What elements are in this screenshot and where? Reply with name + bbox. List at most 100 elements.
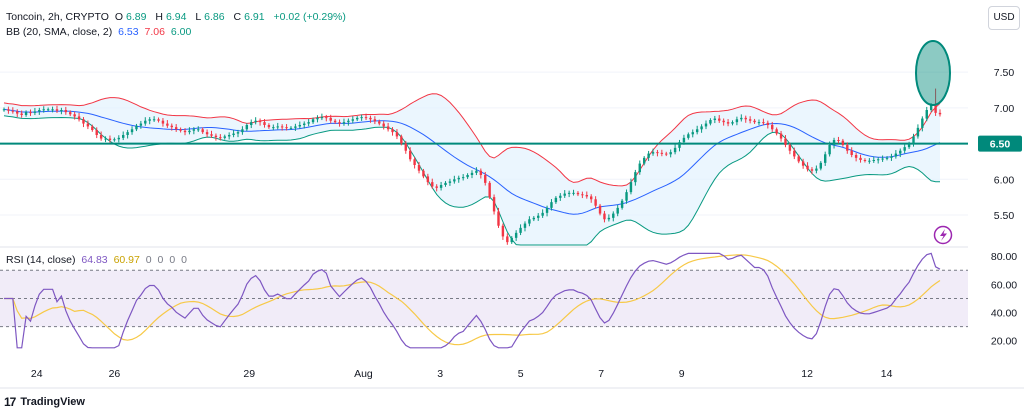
candle-body — [422, 170, 425, 177]
rsi-line — [4, 252, 941, 349]
candle-body — [210, 134, 213, 136]
candle-body — [174, 127, 178, 130]
candle-body — [629, 182, 633, 193]
candle-body — [815, 168, 818, 171]
candle-body — [876, 159, 880, 161]
rsi-extra-0: 0 — [145, 254, 152, 266]
candle-body — [104, 138, 107, 140]
candle-body — [404, 143, 407, 151]
rsi-ma-line — [4, 254, 941, 346]
candle-body — [912, 136, 915, 144]
candle-body — [214, 135, 218, 138]
candle-body — [2, 109, 6, 111]
candle-body — [33, 111, 37, 113]
candle-body — [417, 165, 421, 171]
candle-body — [360, 117, 363, 119]
candle-body — [753, 120, 756, 123]
candle-body — [466, 175, 469, 178]
candle-body — [117, 137, 121, 140]
rsi-tick-label: 80.00 — [991, 251, 1017, 263]
candle-body — [929, 105, 933, 110]
candle-body — [934, 105, 937, 113]
price-tick-label: 7.50 — [994, 67, 1015, 79]
time-tick-label: 7 — [598, 368, 604, 380]
candle-body — [916, 127, 920, 137]
candle-body — [656, 152, 659, 154]
candle-body — [42, 109, 45, 111]
candle-body — [868, 160, 871, 162]
candle-body — [647, 153, 650, 158]
candle-body — [386, 126, 390, 130]
bb-legend[interactable]: BB (20, SMA, close, 2) 6.53 7.06 6.00 — [6, 26, 194, 38]
time-tick-label: 5 — [518, 368, 524, 380]
candle-body — [69, 112, 72, 115]
candle-body — [585, 195, 589, 197]
candle-body — [625, 192, 628, 201]
candle-body — [801, 161, 805, 166]
candle-body — [550, 202, 553, 208]
time-tick-label: 26 — [109, 368, 121, 380]
candle-body — [748, 119, 752, 121]
candle-body — [382, 123, 385, 127]
candle-body — [7, 109, 10, 111]
candle-body — [188, 130, 191, 133]
open-label: O — [114, 11, 124, 23]
rsi-legend[interactable]: RSI (14, close) 64.83 60.97 0 0 0 0 — [6, 254, 190, 266]
candle-body — [779, 133, 783, 139]
candle-body — [576, 192, 580, 195]
candle-body — [258, 120, 262, 123]
candle-body — [563, 193, 566, 196]
rsi-ma-value: 60.97 — [113, 254, 140, 266]
alert-icon[interactable] — [933, 225, 953, 245]
price-tick-label: 6.00 — [994, 174, 1015, 186]
candle-body — [620, 200, 624, 208]
candle-body — [219, 137, 222, 139]
candle-body — [99, 135, 103, 139]
high-value: 6.94 — [165, 11, 187, 23]
currency-button[interactable]: USD — [988, 6, 1020, 30]
candle-body — [841, 140, 845, 145]
candle-body — [660, 152, 664, 154]
support-price-tag: 6.50 — [978, 135, 1022, 152]
candle-body — [236, 132, 240, 134]
candle-body — [673, 147, 677, 153]
candle-body — [130, 129, 134, 133]
candle-body — [572, 192, 575, 194]
symbol-title[interactable]: Toncoin, 2h, CRYPTO — [6, 11, 109, 23]
breakout-highlight-ellipse — [915, 40, 951, 106]
candle-body — [95, 130, 98, 135]
candle-body — [148, 119, 151, 121]
candle-body — [492, 197, 496, 212]
candle-body — [823, 154, 827, 163]
tradingview-logo-icon: 17 — [4, 395, 16, 409]
bb-lower-value: 6.00 — [170, 26, 192, 38]
price-axis[interactable]: 5.50 6.00 7.00 7.50 — [994, 67, 1015, 222]
candle-body — [713, 118, 717, 120]
candle-body — [740, 117, 743, 120]
candle-body — [254, 120, 257, 123]
candlesticks — [2, 88, 942, 245]
time-axis[interactable]: 24 26 29 Aug 3 5 7 9 12 14 — [31, 368, 893, 380]
candle-body — [298, 125, 302, 127]
price-tick-label: 7.00 — [994, 103, 1015, 115]
candle-body — [532, 217, 536, 220]
candle-body — [139, 123, 143, 126]
candle-body — [872, 160, 875, 161]
candle-body — [294, 126, 297, 128]
bb-upper-value: 7.06 — [144, 26, 165, 38]
candle-body — [250, 122, 253, 125]
candle-body — [325, 117, 328, 119]
brand-name: TradingView — [20, 396, 85, 408]
candle-body — [506, 236, 509, 243]
candle-body — [408, 150, 412, 160]
open-value: 6.89 — [126, 11, 147, 23]
candle-body — [263, 122, 266, 125]
candle-body — [355, 117, 359, 120]
candle-body — [859, 157, 862, 160]
candle-body — [541, 212, 544, 216]
tradingview-brand[interactable]: 17 TradingView — [4, 395, 85, 409]
candle-body — [832, 140, 836, 145]
rsi-tick-label: 20.00 — [991, 336, 1017, 348]
